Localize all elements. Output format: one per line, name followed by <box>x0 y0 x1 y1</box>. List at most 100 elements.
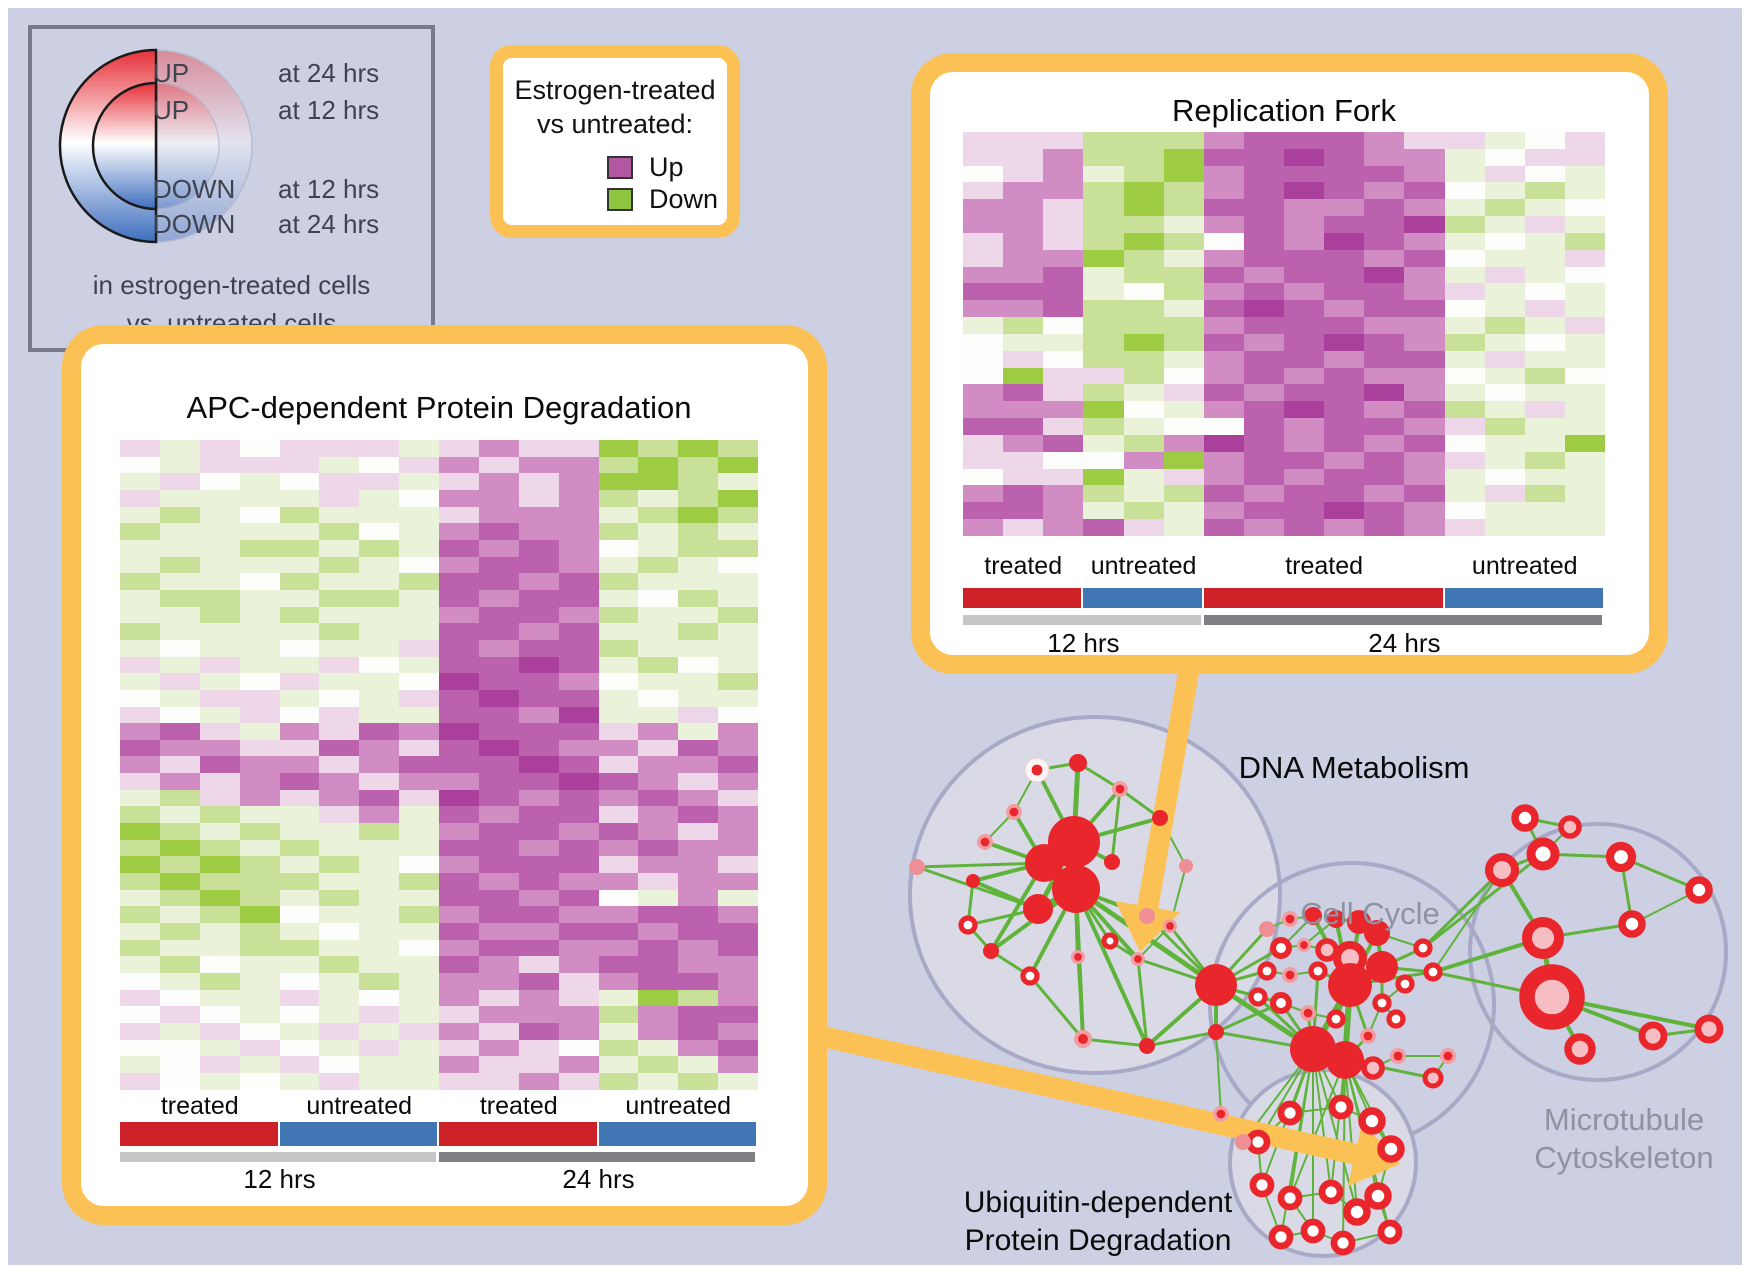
heatmap-cell <box>239 756 280 774</box>
heatmap-cell <box>1484 434 1525 452</box>
heatmap-cell <box>439 889 479 907</box>
heatmap-cell <box>1043 333 1084 351</box>
network-node-ux0-core <box>1216 1109 1226 1119</box>
heatmap-cell <box>1203 216 1244 233</box>
heatmap-cell <box>279 706 320 724</box>
heatmap-cell <box>1123 434 1164 452</box>
heatmap-cell <box>359 1072 400 1090</box>
heatmap-cell <box>1404 317 1445 334</box>
heatmap-cell <box>359 589 400 607</box>
heatmap-cell <box>1123 451 1164 469</box>
heatmap-cell <box>678 1072 719 1090</box>
heatmap-cell <box>239 873 280 890</box>
network-edge <box>1146 1030 1217 1048</box>
heatmap-cell <box>478 823 519 840</box>
network-node-cc18 <box>1326 1009 1346 1029</box>
heatmap-cell <box>439 639 479 657</box>
heatmap-cell <box>1243 199 1284 217</box>
heatmap-cell <box>159 523 200 540</box>
heatmap-cell <box>319 473 360 490</box>
heatmap-cell <box>1524 519 1565 536</box>
heatmap-cell <box>1444 485 1485 503</box>
heatmap-cell <box>638 1039 679 1057</box>
network-edge <box>916 865 1039 911</box>
heatmap-cell <box>1364 401 1405 419</box>
heatmap-cell <box>478 873 519 890</box>
heatmap-cell <box>598 623 639 640</box>
heatmap-cell <box>1163 182 1204 200</box>
heatmap-cell <box>399 706 439 724</box>
heatmap-cell <box>279 556 320 574</box>
heatmap-cell <box>439 806 479 824</box>
heatmap-cell <box>478 556 519 574</box>
heatmap-cell <box>1203 249 1244 267</box>
heatmap-cell <box>558 706 599 724</box>
heatmap-cell <box>279 773 320 790</box>
network-node-u9 <box>1364 1182 1392 1210</box>
heatmap-grid <box>963 132 1605 536</box>
heatmap-cell <box>478 906 519 924</box>
heatmap-cell <box>558 806 599 824</box>
heatmap-cell <box>159 873 200 890</box>
heatmap-cell <box>159 689 200 707</box>
heatmap-cell <box>1203 317 1244 334</box>
heatmap-cell <box>239 623 280 640</box>
heatmap-cell <box>1243 367 1284 385</box>
heatmap-cell <box>439 773 479 790</box>
heatmap-cell <box>1404 367 1445 385</box>
heatmap-cell <box>159 606 200 624</box>
heatmap-cell <box>239 773 280 790</box>
heatmap-cell <box>518 506 559 524</box>
network-edge <box>1082 1037 1148 1048</box>
heatmap-cell <box>439 739 479 757</box>
network-node-cc0 <box>1259 921 1275 937</box>
heatmap-cell <box>1324 401 1365 419</box>
heatmap-cell <box>1284 266 1325 284</box>
heatmap-cell <box>279 606 320 624</box>
heatmap-cell <box>1444 502 1485 520</box>
heatmap-cell <box>598 773 639 790</box>
heatmap-cell <box>159 789 200 807</box>
network-node-d20-core <box>1166 922 1174 930</box>
heatmap-cell <box>399 506 439 524</box>
heatmap-cell <box>359 756 400 774</box>
heatmap-cell <box>1284 283 1325 301</box>
heatmap-cell <box>718 639 758 657</box>
heatmap-cell <box>1444 148 1485 166</box>
heatmap-cell <box>638 489 679 507</box>
heatmap-cell <box>718 789 758 807</box>
heatmap-cell <box>1484 502 1525 520</box>
heatmap-cell <box>399 989 439 1007</box>
network-node-mt10 <box>1511 804 1539 832</box>
heatmap-cell <box>1243 249 1284 267</box>
heatmap-cell <box>718 623 758 640</box>
heatmap-cell <box>478 689 519 707</box>
heatmap-cell <box>239 1039 280 1057</box>
network-node-mt11 <box>1558 815 1582 839</box>
heatmap-cell <box>359 556 400 574</box>
heatmap-cell <box>120 823 160 840</box>
heatmap-cell <box>1284 384 1325 402</box>
heatmap-cell <box>1003 249 1044 267</box>
heatmap-cell <box>1203 384 1244 402</box>
heatmap-cell <box>598 756 639 774</box>
heatmap-cell <box>199 723 240 740</box>
heatmap-cell <box>678 806 719 824</box>
heatmap-cell <box>399 756 439 774</box>
heatmap-cell <box>1524 132 1565 149</box>
heatmap-cell <box>279 906 320 924</box>
heatmap-cell <box>1203 300 1244 318</box>
heatmap-cell <box>678 639 719 657</box>
heatmap-cell <box>199 939 240 957</box>
heatmap-cell <box>558 656 599 674</box>
heatmap-cell <box>1284 502 1325 520</box>
heatmap-cell <box>1043 266 1084 284</box>
heatmap-cell <box>439 906 479 924</box>
network-node-cc17-core <box>1303 1008 1313 1018</box>
heatmap-cell <box>239 723 280 740</box>
heatmap-cell <box>1203 350 1244 368</box>
heatmap-cell <box>120 689 160 707</box>
heatmap-cell <box>1163 384 1204 402</box>
heatmap-cell <box>120 506 160 524</box>
heatmap-cell <box>319 489 360 507</box>
